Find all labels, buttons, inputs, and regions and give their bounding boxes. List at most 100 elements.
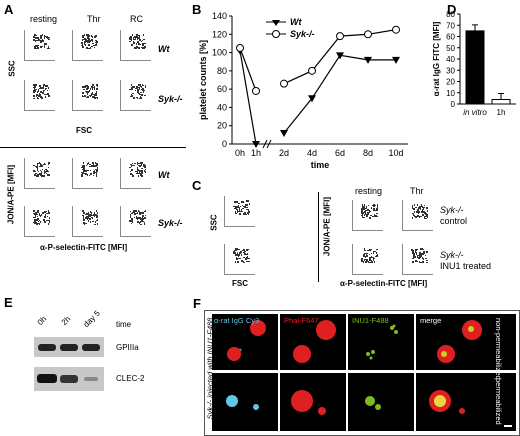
facs-event-dot (131, 86, 134, 89)
facs-event-dot (89, 165, 91, 168)
facs-event-dot (367, 260, 369, 263)
facs-event-dot (129, 95, 132, 98)
facs-event-dot (422, 214, 424, 216)
facs-event-dot (374, 209, 376, 212)
facs-event-dot (372, 215, 374, 218)
panel-label-b: B (192, 2, 202, 17)
d-y-tick-label: 10 (446, 89, 455, 98)
a-facs-wt-resting (24, 30, 55, 61)
facs-event-dot (414, 255, 417, 258)
b-xlabel: time (311, 160, 330, 170)
facs-event-dot (368, 248, 371, 251)
facs-event-dot (245, 203, 247, 206)
facs-event-dot (96, 219, 99, 221)
facs-event-dot (89, 169, 92, 172)
facs-event-dot (44, 43, 46, 46)
facs-event-dot (41, 168, 44, 171)
facs-event-dot (420, 261, 422, 264)
facs-event-dot (141, 39, 144, 42)
facs-event-dot (82, 172, 84, 174)
facs-event-dot (130, 220, 133, 222)
facs-event-dot (85, 164, 88, 167)
a-ylabel-jon: JON/A-PE [MFI] (6, 164, 16, 225)
facs-event-dot (419, 251, 422, 254)
e-band-clec2: CLEC-2 (116, 374, 145, 383)
facs-event-dot (142, 42, 144, 45)
facs-event-dot (376, 255, 379, 257)
facs-event-dot (141, 212, 143, 214)
facs-event-dot (363, 255, 365, 258)
facs-event-dot (91, 45, 93, 48)
facs-event-dot (422, 211, 424, 214)
facs-event-dot (246, 200, 248, 202)
facs-event-dot (134, 37, 137, 39)
facs-event-dot (45, 170, 47, 173)
facs-event-dot (91, 214, 93, 217)
facs-event-dot (131, 94, 134, 97)
facs-event-dot (141, 169, 144, 172)
facs-event-dot (88, 43, 91, 46)
facs-event-dot (37, 220, 40, 223)
facs-event-dot (233, 207, 236, 210)
facs-event-dot (136, 172, 138, 175)
b-point-syk (236, 44, 244, 52)
facs-event-dot (369, 261, 371, 264)
b-y-tick-label: 20 (217, 121, 227, 131)
facs-event-dot (246, 252, 249, 255)
facs-event-dot (140, 173, 142, 176)
facs-event-dot (44, 221, 46, 223)
facs-event-dot (246, 257, 249, 260)
facs-event-dot (90, 212, 93, 215)
facs-event-dot (370, 214, 372, 217)
facs-event-dot (88, 47, 90, 50)
facs-event-dot (34, 174, 37, 177)
facs-event-dot (368, 211, 371, 213)
facs-event-dot (141, 84, 144, 86)
facs-event-dot (234, 252, 236, 254)
facs-event-dot (43, 169, 46, 172)
facs-event-dot (420, 254, 423, 256)
facs-event-dot (365, 207, 367, 210)
facs-event-dot (369, 210, 372, 213)
facs-event-dot (96, 88, 98, 90)
facs-event-dot (82, 85, 84, 88)
facs-event-dot (38, 165, 41, 168)
facs-event-dot (87, 91, 89, 93)
facs-event-dot (138, 46, 140, 49)
facs-event-dot (135, 210, 138, 213)
facs-event-dot (95, 94, 97, 96)
facs-event-dot (246, 206, 249, 209)
facs-event-dot (41, 38, 44, 41)
facs-event-dot (136, 172, 139, 174)
facs-event-dot (96, 214, 99, 217)
facs-event-dot (133, 97, 135, 99)
facs-event-dot (39, 93, 42, 96)
facs-event-dot (139, 213, 141, 215)
facs-event-dot (136, 89, 139, 92)
facs-event-dot (143, 163, 145, 166)
a-col-resting: resting (30, 14, 58, 24)
facs-event-dot (370, 207, 373, 209)
panel-label-f: F (193, 296, 201, 311)
facs-event-dot (130, 218, 133, 221)
facs-event-dot (93, 212, 96, 215)
facs-event-dot (363, 206, 365, 209)
facs-event-dot (236, 200, 239, 203)
facs-event-dot (89, 211, 92, 213)
facs-event-dot (43, 163, 46, 165)
facs-event-dot (40, 46, 42, 48)
c-facs-resting-inu1 (352, 244, 383, 275)
d-y-tick-label: 50 (446, 44, 455, 53)
facs-event-dot (85, 39, 87, 41)
facs-event-dot (244, 212, 246, 214)
facs-event-dot (237, 257, 239, 260)
facs-event-dot (94, 97, 96, 99)
facs-event-dot (136, 38, 139, 40)
facs-event-dot (35, 45, 37, 47)
facs-event-dot (129, 220, 132, 223)
facs-event-dot (96, 85, 99, 88)
facs-event-dot (368, 249, 371, 252)
facs-event-dot (48, 38, 50, 41)
b-point-syk (392, 25, 400, 34)
facs-event-dot (144, 86, 147, 88)
